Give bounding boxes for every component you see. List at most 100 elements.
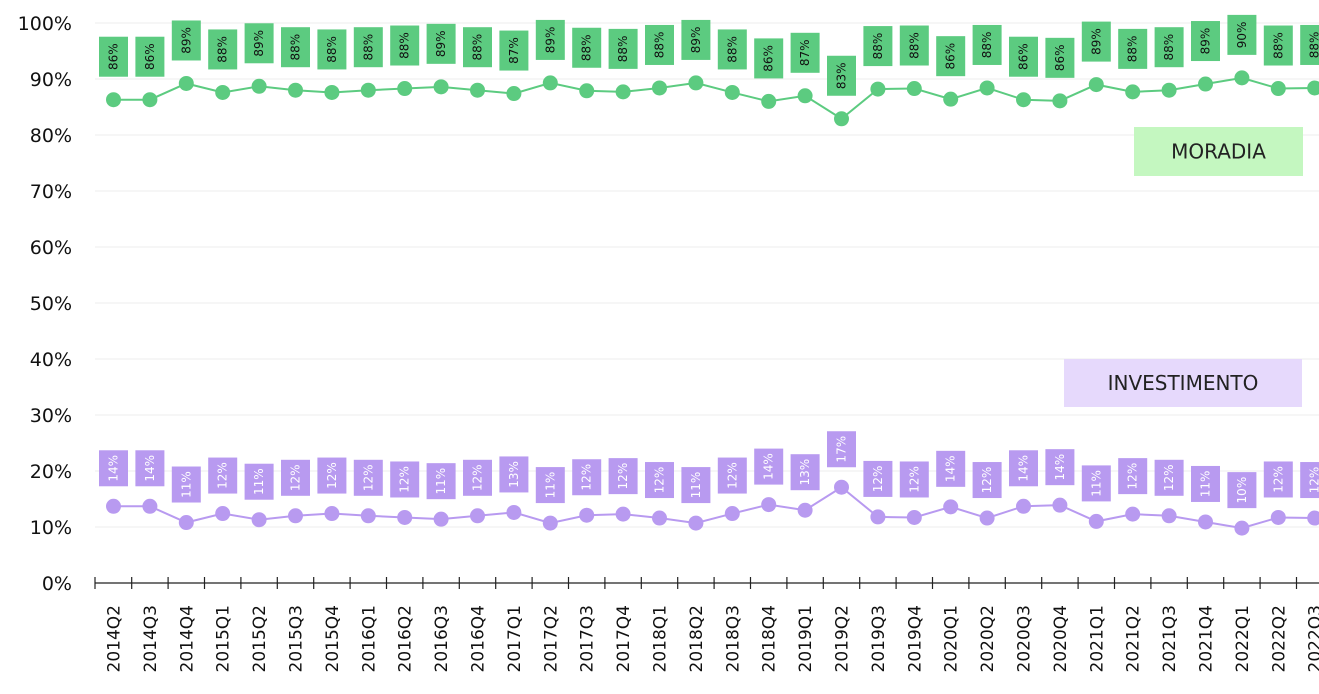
data-point	[761, 497, 777, 513]
data-label-box	[572, 459, 602, 496]
data-point	[761, 93, 777, 109]
data-label-box	[827, 431, 856, 468]
data-label: 87%	[507, 37, 521, 64]
data-label: 86%	[1053, 45, 1067, 72]
data-label: 88%	[289, 34, 303, 61]
y-tick-label: 80%	[30, 125, 72, 147]
x-tick-label: 2022Q1	[1233, 605, 1253, 672]
series-investimento: 14% 14% 11% 12% 11% 12% 12% 12% 12% 11% 12% 13% 11% 1…	[99, 431, 1319, 536]
data-label-box	[863, 26, 893, 67]
data-label-box	[463, 459, 492, 496]
data-label: 12%	[1162, 464, 1176, 491]
y-tick-label: 60%	[30, 237, 72, 259]
data-label: 12%	[980, 467, 994, 494]
data-point	[433, 79, 449, 95]
data-point	[870, 509, 886, 525]
data-label-box	[281, 27, 310, 68]
data-label-box	[972, 24, 1002, 65]
data-point	[1198, 514, 1213, 530]
x-tick-label: 2018Q2	[687, 605, 707, 672]
data-point	[1307, 510, 1319, 526]
data-label: 12%	[471, 464, 485, 491]
data-label-box	[1045, 449, 1075, 486]
data-label: 14%	[143, 455, 157, 482]
data-label-box	[1300, 24, 1319, 65]
data-label: 89%	[252, 30, 266, 57]
data-label-box	[535, 467, 565, 504]
data-point	[142, 92, 158, 108]
y-tick-label: 100%	[18, 13, 72, 35]
data-label-box	[463, 27, 492, 68]
data-label-box	[244, 23, 274, 64]
data-label: 89%	[179, 27, 193, 54]
x-tick-label: 2022Q3	[1306, 605, 1319, 672]
data-label-box	[1191, 465, 1220, 502]
data-label: 11%	[689, 472, 703, 499]
data-point	[324, 506, 340, 522]
data-label: 12%	[616, 463, 630, 490]
data-point	[1016, 498, 1031, 514]
data-point	[1270, 509, 1286, 525]
data-point	[943, 499, 959, 515]
data-label: 17%	[835, 436, 849, 463]
x-tick-label: 2015Q1	[214, 605, 234, 672]
x-tick-label: 2014Q4	[177, 605, 197, 672]
data-point	[1088, 77, 1104, 93]
data-point	[615, 84, 631, 100]
data-label-box	[1227, 472, 1257, 509]
data-point	[397, 509, 413, 525]
data-label-box	[754, 38, 784, 79]
data-point	[106, 498, 121, 514]
data-point	[1161, 508, 1177, 524]
series-name-box	[1064, 359, 1302, 407]
data-label: 14%	[1017, 455, 1031, 482]
data-point	[178, 75, 194, 91]
series-name-label: INVESTIMENTO	[1108, 371, 1259, 395]
x-tick-label: 2021Q1	[1087, 605, 1107, 672]
data-point	[943, 91, 959, 107]
data-label: 12%	[1271, 466, 1285, 493]
data-label-box	[99, 450, 128, 487]
series-name-box	[1134, 127, 1303, 176]
data-label: 88%	[907, 32, 921, 59]
data-label-box	[317, 29, 347, 70]
data-point	[506, 504, 522, 520]
data-label: 11%	[252, 468, 266, 495]
data-label: 86%	[944, 43, 958, 70]
data-point	[360, 508, 376, 524]
data-label: 88%	[871, 33, 885, 60]
data-label-box	[717, 457, 747, 494]
y-tick-label: 50%	[30, 293, 72, 315]
data-label: 89%	[543, 27, 557, 54]
data-label: 89%	[689, 27, 703, 54]
data-label: 12%	[1126, 463, 1140, 490]
data-label-box	[171, 466, 201, 503]
data-label: 12%	[398, 466, 412, 493]
data-point	[433, 511, 449, 527]
data-point	[979, 80, 995, 96]
data-label-box	[281, 459, 310, 496]
data-point	[251, 512, 267, 528]
data-label: 89%	[1089, 28, 1103, 55]
data-point	[106, 92, 121, 108]
data-label-box	[426, 23, 456, 64]
data-point	[288, 82, 303, 98]
data-label-box	[790, 32, 820, 73]
data-label: 14%	[762, 453, 776, 480]
data-point	[178, 515, 194, 531]
x-tick-label: 2021Q2	[1124, 605, 1144, 672]
data-point	[324, 84, 340, 100]
data-point	[579, 507, 595, 523]
data-label-box	[499, 30, 529, 71]
data-label-box	[1081, 21, 1111, 62]
x-tick-label: 2019Q4	[905, 605, 925, 672]
data-point	[834, 111, 849, 127]
y-tick-label: 40%	[30, 349, 72, 371]
data-point	[542, 515, 558, 531]
data-point	[1125, 84, 1141, 100]
data-label-box	[99, 36, 128, 77]
data-point	[542, 75, 558, 91]
data-label: 86%	[762, 45, 776, 72]
x-tick-label: 2019Q2	[833, 605, 853, 672]
